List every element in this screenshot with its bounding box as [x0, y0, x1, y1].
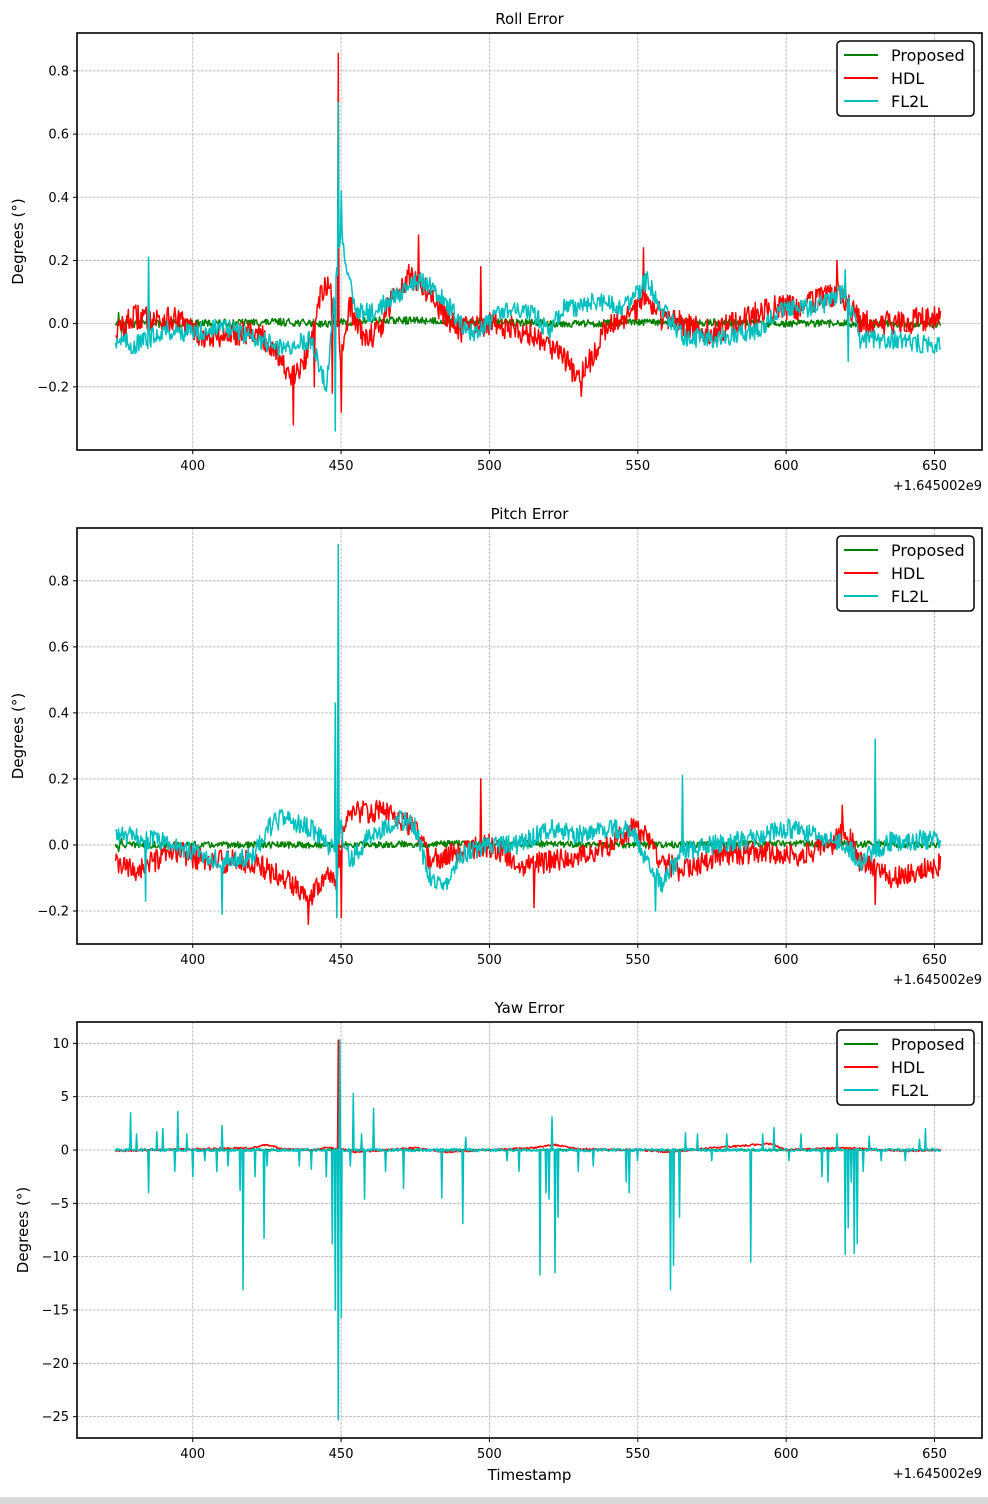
plot-series-group [114, 52, 942, 432]
y-tick-label: −0.2 [37, 380, 69, 395]
bottom-strip [0, 1497, 988, 1504]
x-tick-label: 550 [625, 1447, 650, 1462]
y-tick-label: 0.8 [48, 574, 69, 589]
y-tick-label: −20 [42, 1357, 69, 1372]
x-tick-label: 600 [774, 1447, 799, 1462]
legend-label-hdl: HDL [891, 69, 924, 88]
series-line-fl2l [114, 1039, 942, 1421]
x-tick-label: 400 [180, 459, 205, 474]
y-tick-label: 0.2 [48, 254, 69, 269]
legend-label-hdl: HDL [891, 1058, 924, 1077]
y-tick-label: 0.0 [48, 317, 69, 332]
x-offset-text: +1.645002e9 [893, 1467, 982, 1482]
y-tick-label: −0.2 [37, 904, 69, 919]
x-tick-label: 450 [329, 953, 354, 968]
y-tick-label: 0 [61, 1144, 69, 1159]
x-tick-label: 500 [477, 1447, 502, 1462]
x-tick-label: 450 [329, 1447, 354, 1462]
x-tick-label: 600 [774, 459, 799, 474]
y-tick-label: −25 [42, 1410, 69, 1425]
y-tick-label: 0.4 [48, 191, 69, 206]
y-tick-label: 0.4 [48, 706, 69, 721]
x-offset-text: +1.645002e9 [893, 973, 982, 988]
y-tick-label: −15 [42, 1304, 69, 1319]
plot-area [77, 528, 982, 944]
x-tick-label: 550 [625, 459, 650, 474]
legend-box [836, 1029, 975, 1106]
x-tick-label: 500 [477, 459, 502, 474]
x-tick-label: 650 [922, 459, 947, 474]
legend-label-hdl: HDL [891, 564, 924, 583]
y-tick-label: 10 [52, 1037, 69, 1052]
x-tick-label: 600 [774, 953, 799, 968]
series-line-fl2l [114, 543, 942, 919]
y-tick-label: 5 [61, 1090, 69, 1105]
legend-label-proposed: Proposed [891, 1035, 965, 1054]
series-line-fl2l [114, 101, 942, 432]
legend-label-proposed: Proposed [891, 541, 965, 560]
legend-box [836, 535, 975, 612]
axes-frame [76, 1021, 983, 1439]
x-tick-label: 400 [180, 953, 205, 968]
x-tick-label: 500 [477, 953, 502, 968]
x-offset-text: +1.645002e9 [893, 479, 982, 494]
y-axis-label: Degrees (°) [14, 1187, 32, 1273]
plot-area [77, 33, 982, 450]
y-tick-label: 0.8 [48, 64, 69, 79]
legend: Proposed HDL FL2L [836, 535, 975, 612]
chart-panel-1: 400 450 500 550 600 650 +1.645002e9 −0.2 0.0 0.2 0… [9, 10, 983, 494]
x-tick-label: 650 [922, 1447, 947, 1462]
legend: Proposed HDL FL2L [836, 1029, 975, 1106]
series-line-proposed [114, 311, 942, 334]
y-tick-label: 0.0 [48, 838, 69, 853]
axes-frame [76, 527, 983, 945]
x-axis-label: Timestamp [487, 1466, 572, 1484]
legend-box [836, 40, 975, 117]
x-tick-label: 550 [625, 953, 650, 968]
y-tick-label: 0.6 [48, 128, 69, 143]
axes-frame [76, 32, 983, 451]
series-line-hdl [114, 662, 942, 925]
y-tick-label: −10 [42, 1250, 69, 1265]
x-tick-label: 400 [180, 1447, 205, 1462]
plot-area [77, 1022, 982, 1438]
chart-title: Pitch Error [491, 505, 570, 523]
chart-title: Yaw Error [494, 999, 566, 1017]
y-axis-label: Degrees (°) [9, 198, 27, 284]
y-tick-label: 0.2 [48, 772, 69, 787]
plot-series-group [114, 543, 942, 925]
chart-title: Roll Error [495, 10, 564, 28]
x-tick-label: 650 [922, 953, 947, 968]
legend-label-fl2l: FL2L [891, 1081, 928, 1100]
chart-panel-3: 400 450 500 550 600 650 +1.645002e9 −25 −20 −15 −1… [14, 999, 983, 1484]
legend-label-fl2l: FL2L [891, 92, 928, 111]
legend: Proposed HDL FL2L [836, 40, 975, 117]
legend-label-proposed: Proposed [891, 46, 965, 65]
y-axis-label: Degrees (°) [9, 693, 27, 779]
legend-label-fl2l: FL2L [891, 587, 928, 606]
y-tick-label: 0.6 [48, 640, 69, 655]
y-tick-label: −5 [50, 1197, 69, 1212]
x-tick-label: 450 [329, 459, 354, 474]
chart-panel-2: 400 450 500 550 600 650 +1.645002e9 −0.2 0.0 0.2 0… [9, 505, 983, 988]
plot-series-group [114, 1039, 942, 1421]
